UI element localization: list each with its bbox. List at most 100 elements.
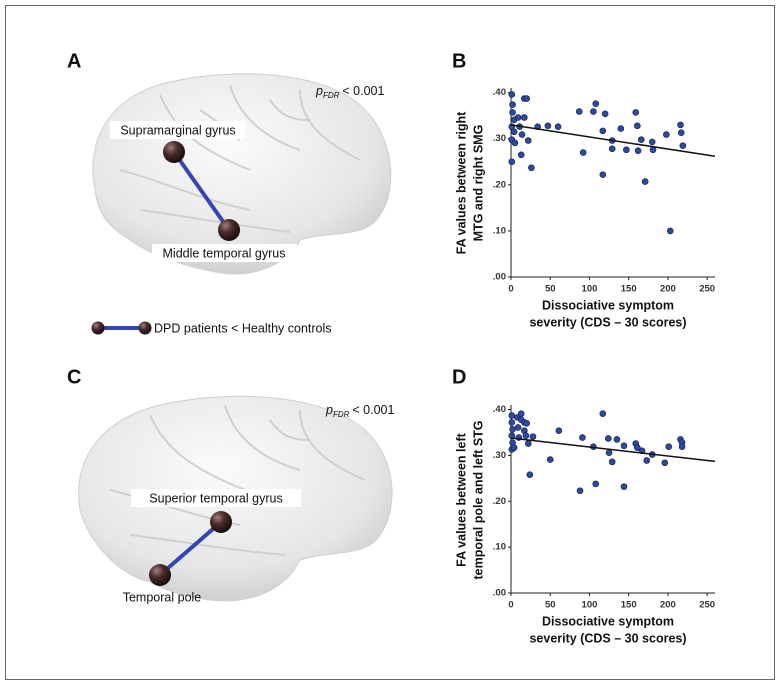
data-point	[663, 131, 670, 138]
data-point	[608, 145, 616, 153]
data-point	[511, 139, 519, 147]
data-point	[666, 227, 674, 235]
data-point	[592, 480, 600, 488]
data-point	[678, 443, 686, 451]
brain-c	[78, 395, 393, 602]
data-point	[620, 442, 628, 450]
data-point	[677, 121, 684, 129]
p-threshold: < 0.001	[342, 84, 384, 98]
x-axis-title: severity (CDS – 30 scores)	[529, 315, 686, 329]
data-point	[524, 440, 532, 447]
y-tick-label: .40	[493, 404, 506, 415]
region-label: Superior temporal gyrus	[149, 491, 282, 505]
data-point	[643, 457, 651, 464]
x-axis-title: Dissociative symptom	[542, 298, 674, 312]
data-point	[592, 100, 600, 107]
data-point	[604, 435, 612, 442]
data-point	[510, 444, 518, 451]
y-tick-label: .00	[493, 588, 506, 599]
p-symbol: p	[315, 84, 323, 98]
data-point	[608, 458, 616, 466]
x-tick-label: 200	[660, 600, 676, 611]
data-point	[599, 127, 607, 135]
data-point	[522, 432, 530, 440]
data-point	[546, 456, 554, 463]
data-point	[523, 420, 530, 427]
data-point	[665, 443, 673, 451]
x-tick-label: 200	[660, 284, 676, 295]
data-point	[544, 122, 552, 130]
data-point	[521, 114, 528, 121]
data-point	[576, 487, 584, 495]
p-threshold: < 0.001	[352, 403, 394, 417]
data-point	[601, 110, 609, 118]
data-point	[508, 91, 516, 98]
data-point	[677, 129, 685, 137]
legend: DPD patients < Healthy controls	[91, 321, 332, 335]
data-point	[579, 434, 586, 441]
data-point	[514, 114, 522, 121]
data-point	[554, 123, 562, 131]
data-point	[508, 158, 516, 166]
data-point	[605, 449, 613, 456]
data-point	[555, 427, 563, 434]
data-point	[524, 137, 532, 144]
x-tick-label: 100	[582, 600, 598, 611]
brain-a	[92, 73, 392, 275]
p-subscript: FDR	[333, 410, 350, 419]
x-tick-label: 50	[545, 600, 556, 611]
data-point	[632, 109, 640, 116]
data-point	[617, 125, 625, 132]
panel-label: B	[452, 50, 466, 72]
data-point	[590, 108, 597, 115]
p-subscript: FDR	[323, 91, 340, 100]
data-point	[509, 109, 516, 116]
panel-label: C	[67, 366, 81, 388]
data-point	[648, 138, 656, 146]
y-tick-label: .30	[493, 133, 506, 144]
x-tick-label: 250	[699, 600, 715, 611]
data-point	[634, 444, 641, 451]
data-point	[679, 142, 687, 149]
data-point	[599, 410, 607, 418]
data-point	[623, 146, 630, 154]
data-point	[517, 151, 525, 159]
data-point	[634, 122, 641, 130]
y-axis-title: temporal pole and left STG	[471, 420, 485, 579]
x-axis-title: severity (CDS – 30 scores)	[529, 631, 686, 645]
data-point	[599, 171, 607, 178]
p-symbol: p	[325, 403, 333, 417]
data-point	[637, 136, 645, 143]
y-tick-label: .40	[493, 87, 506, 98]
y-tick-label: .20	[493, 179, 506, 190]
x-tick-label: 150	[621, 600, 637, 611]
data-point	[526, 471, 534, 478]
data-point	[508, 412, 516, 419]
x-tick-label: 50	[545, 284, 556, 295]
data-point	[529, 433, 537, 440]
x-axis-title: Dissociative symptom	[542, 614, 674, 628]
data-point	[528, 164, 535, 172]
y-tick-label: .30	[493, 450, 506, 461]
y-tick-label: .10	[493, 542, 506, 553]
data-point	[620, 483, 628, 490]
panel-label: A	[67, 50, 81, 72]
y-tick-label: .10	[493, 225, 506, 236]
x-tick-label: 100	[582, 284, 598, 295]
x-tick-label: 250	[699, 284, 715, 295]
legend-text: DPD patients < Healthy controls	[154, 321, 332, 335]
data-point	[509, 101, 516, 108]
data-point	[517, 410, 525, 418]
x-tick-label: 0	[508, 284, 513, 295]
data-point	[661, 459, 669, 467]
trend-line	[510, 437, 716, 463]
data-point	[634, 147, 642, 154]
y-axis-title: FA values between left	[454, 432, 468, 566]
p-annotation: pFDR < 0.001	[315, 84, 385, 100]
region-label: Supramarginal gyrus	[120, 123, 235, 137]
x-tick-label: 150	[621, 284, 637, 295]
data-point	[641, 178, 649, 185]
data-point	[613, 436, 621, 443]
y-tick-label: .00	[493, 272, 506, 283]
